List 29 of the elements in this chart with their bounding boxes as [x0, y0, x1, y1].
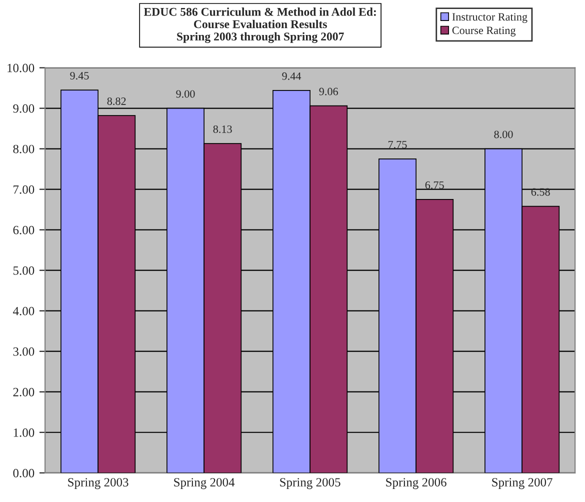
x-tick-label: Spring 2005	[280, 478, 340, 490]
data-label: 9.00	[176, 90, 195, 98]
y-tick-label: 4.00	[12, 306, 34, 316]
x-tick-label: Spring 2007	[492, 478, 552, 490]
y-tick-label: 0.00	[13, 468, 34, 478]
data-label: 7.75	[388, 140, 407, 148]
y-tick-label: 3.00	[13, 347, 34, 356]
y-tick-label: 1.00	[14, 428, 34, 437]
x-tick-label: Spring 2003	[68, 478, 128, 490]
legend-label: Instructor Rating	[452, 13, 528, 23]
data-label: 8.13	[213, 125, 232, 133]
y-tick-label: 10.00	[8, 64, 34, 72]
chart-title: EDUC 586 Curriculum & Method in Adol Ed: Course Evaluation Results Spring 2003 through Spring 2007	[144, 8, 376, 44]
data-label: 6.75	[425, 181, 444, 189]
y-tick-label: 8.00	[13, 144, 34, 154]
data-label: 8.00	[494, 130, 513, 138]
y-tick-label: 6.00	[13, 226, 34, 234]
y-tick-label: 7.00	[14, 185, 34, 194]
data-label: 9.45	[70, 72, 89, 80]
x-tick-label: Spring 2006	[386, 478, 446, 490]
y-tick-label: 2.00	[13, 388, 34, 396]
data-label: 8.82	[107, 97, 126, 106]
legend-label: Course Rating	[452, 26, 516, 36]
data-label: 6.58	[531, 188, 550, 196]
x-tick-label: Spring 2004	[174, 478, 235, 490]
data-label: 9.06	[319, 88, 338, 96]
y-tick-label: 9.00	[13, 104, 34, 113]
data-label: 9.44	[282, 72, 302, 80]
y-tick-label: 5.00	[13, 266, 34, 275]
